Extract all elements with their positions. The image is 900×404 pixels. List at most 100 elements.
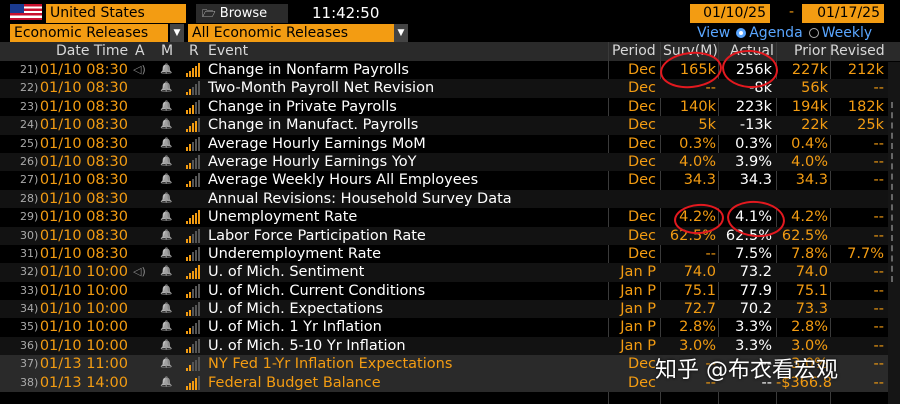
row-datetime: 01/10 10:00 <box>39 301 128 318</box>
country-field[interactable]: United States <box>46 4 186 23</box>
table-row[interactable]: 27) 01/10 08:30 Average Weekly Hours All E… <box>0 171 900 189</box>
col-relevance[interactable]: R <box>189 43 199 59</box>
clock-time: 11:42:50 <box>312 4 380 22</box>
bell-icon[interactable]: 🔔 <box>160 303 173 315</box>
col-m[interactable]: M <box>161 43 174 59</box>
weekly-radio-icon[interactable] <box>808 28 819 38</box>
table-row[interactable]: 30) 01/10 08:30 Labor Force Participation … <box>0 226 900 245</box>
row-revised: -- <box>873 80 884 97</box>
row-revised: -- <box>873 374 884 391</box>
row-period: Jan P <box>620 337 656 354</box>
table-row[interactable]: 38) 01/13 14:00 Federal Budget Balance Dec -… <box>0 373 900 393</box>
row-revised: -- <box>873 319 884 336</box>
category-dropdown-icon[interactable]: ▼ <box>170 24 184 42</box>
table-row[interactable]: 24) 01/10 08:30 Change in Manufact. Payrol… <box>0 116 900 135</box>
col-survey[interactable]: Surv(M) <box>663 43 718 59</box>
row-number: 34) <box>20 302 39 316</box>
bell-icon[interactable]: 🔔 <box>160 229 173 241</box>
bell-icon[interactable]: 🔔 <box>160 119 173 131</box>
row-period: Jan P <box>620 264 656 281</box>
row-survey: -- <box>705 374 716 391</box>
table-row[interactable]: 32) 01/10 10:00 U. of Mich. Sentiment Jan P… <box>0 263 900 282</box>
category-select[interactable]: Economic Releases <box>10 24 168 42</box>
agenda-radio-icon[interactable] <box>736 28 747 38</box>
col-alert[interactable]: A <box>135 43 145 59</box>
subcategory-select[interactable]: All Economic Releases <box>188 24 394 42</box>
bell-icon[interactable]: 🔔 <box>160 339 173 351</box>
relevance-bars-icon <box>186 320 200 335</box>
speaker-icon[interactable]: ◁) <box>133 63 146 76</box>
row-datetime: 01/10 08:30 <box>39 117 128 134</box>
row-actual: -- <box>761 356 772 373</box>
row-revised: -- <box>873 337 884 354</box>
row-prior: 0.4% <box>791 135 828 152</box>
col-datetime[interactable]: Date Time <box>56 43 129 59</box>
bell-icon[interactable]: 🔔 <box>160 358 173 370</box>
bell-icon[interactable]: 🔔 <box>160 64 173 75</box>
table-row[interactable]: 26) 01/10 08:30 Average Hourly Earnings Yo… <box>0 152 900 172</box>
bell-icon[interactable]: 🔔 <box>160 82 173 94</box>
table-row[interactable]: 23) 01/10 08:30 Change in Private Payrolls… <box>0 98 900 116</box>
row-survey: 74.0 <box>683 264 716 281</box>
bell-icon[interactable]: 🔔 <box>160 284 173 296</box>
scrollbar-thumb[interactable] <box>891 102 897 282</box>
table-row[interactable]: 29) 01/10 08:30 Unemployment Rate Dec 4.2% 4.… <box>0 208 900 226</box>
table-row[interactable]: 35) 01/10 10:00 U. of Mich. 1 Yr Inflation… <box>0 318 900 336</box>
row-survey: 72.7 <box>683 301 716 318</box>
row-revised: -- <box>873 356 884 373</box>
browse-icon: 🗁 <box>202 7 216 20</box>
bell-icon[interactable]: 🔔 <box>160 192 173 204</box>
browse-button[interactable]: 🗁 Browse <box>196 4 288 23</box>
row-actual: 4.1% <box>735 209 772 226</box>
row-actual: 256k <box>735 62 772 78</box>
table-row[interactable]: 36) 01/10 10:00 U. of Mich. 5-10 Yr Inflat… <box>0 336 900 356</box>
weekly-option[interactable]: Weekly <box>821 25 873 41</box>
row-prior: -$366.8 <box>776 374 832 391</box>
row-survey: 3.0% <box>679 337 716 354</box>
date-to-field[interactable]: 01/17/25 <box>802 4 884 23</box>
row-actual: 3.3% <box>735 337 772 354</box>
bell-icon[interactable]: 🔔 <box>160 211 173 223</box>
row-period: Dec <box>627 80 656 97</box>
scrollbar[interactable] <box>888 62 900 404</box>
table-row[interactable]: 25) 01/10 08:30 Average Hourly Earnings Mo… <box>0 135 900 153</box>
bell-icon[interactable]: 🔔 <box>160 174 173 186</box>
row-datetime: 01/10 08:30 <box>39 227 128 244</box>
row-actual: 223k <box>735 98 772 115</box>
table-row[interactable]: 33) 01/10 10:00 U. of Mich. Current Condit… <box>0 282 900 300</box>
col-period[interactable]: Period <box>612 43 656 59</box>
row-number: 30) <box>20 228 39 242</box>
col-revised[interactable]: Revised <box>830 43 885 59</box>
col-actual[interactable]: Actual <box>730 43 774 59</box>
speaker-icon[interactable]: ◁) <box>133 265 146 279</box>
row-actual: 34.3 <box>739 172 772 189</box>
bell-icon[interactable]: 🔔 <box>160 266 173 278</box>
row-period: Dec <box>627 117 656 134</box>
bell-icon[interactable]: 🔔 <box>160 100 173 112</box>
bell-icon[interactable]: 🔔 <box>160 321 173 333</box>
row-prior: 62.5% <box>781 227 828 244</box>
row-event: Labor Force Participation Rate <box>208 227 426 244</box>
table-row[interactable]: 34) 01/10 10:00 U. of Mich. Expectations Ja… <box>0 300 900 319</box>
date-from-field[interactable]: 01/10/25 <box>690 4 770 23</box>
row-prior: 73.3 <box>795 301 828 318</box>
bell-icon[interactable]: 🔔 <box>160 247 173 259</box>
table-row[interactable]: 21) 01/10 08:30 Change in Nonfarm Payrolls… <box>0 61 900 79</box>
bell-icon[interactable]: 🔔 <box>160 155 173 167</box>
col-event[interactable]: Event <box>208 43 249 59</box>
view-label: View <box>697 25 731 41</box>
agenda-option[interactable]: Agenda <box>749 25 803 41</box>
bell-icon[interactable]: 🔔 <box>160 137 173 149</box>
row-datetime: 01/10 08:30 <box>39 190 128 207</box>
table-row[interactable]: 31) 01/10 08:30 Underemployment Rate Dec -- 7… <box>0 245 900 263</box>
table-row[interactable]: 28) 01/10 08:30 Annual Revisions: Househol… <box>0 189 900 209</box>
relevance-bars-icon <box>186 81 200 96</box>
table-row[interactable]: 22) 01/10 08:30 Two-Month Payroll Net Revi… <box>0 79 900 98</box>
row-prior: 2.8% <box>791 319 828 336</box>
row-actual: 62.5% <box>725 227 772 244</box>
bell-icon[interactable]: 🔔 <box>160 376 173 388</box>
row-period: Dec <box>627 374 656 391</box>
col-prior[interactable]: Prior <box>794 43 827 59</box>
subcategory-dropdown-icon[interactable]: ▼ <box>394 24 408 42</box>
table-row[interactable]: 37) 01/13 11:00 NY Fed 1-Yr Inflation Expe… <box>0 355 900 374</box>
